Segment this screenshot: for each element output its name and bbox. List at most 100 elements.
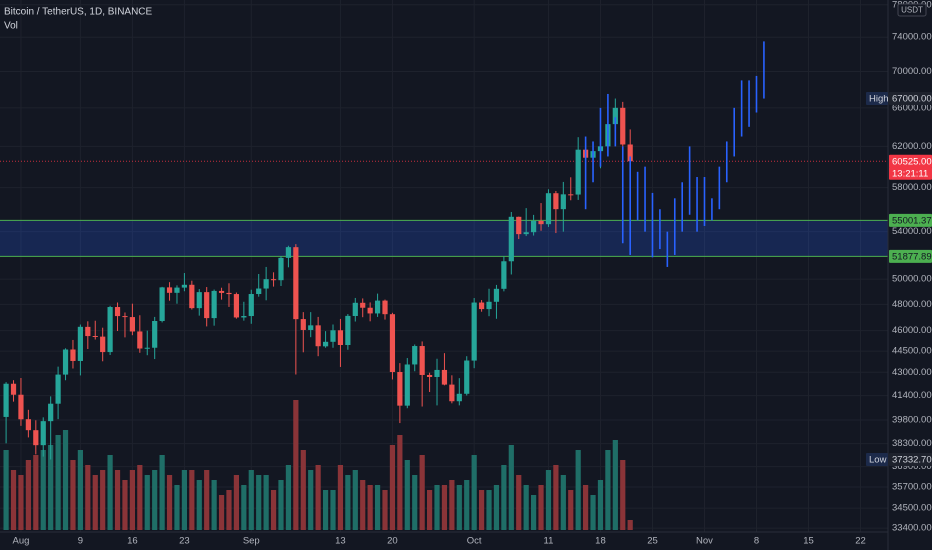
volume-bar xyxy=(10,470,17,530)
x-tick-label: 20 xyxy=(387,536,398,547)
candle-body xyxy=(449,384,455,402)
y-tick-label: 34500.00 xyxy=(892,503,932,514)
candle-body xyxy=(129,317,135,332)
y-tick-label: 41400.00 xyxy=(892,390,932,401)
volume-bar xyxy=(256,475,262,530)
candle-body xyxy=(77,326,83,361)
y-tick-label: 50000.00 xyxy=(892,274,932,285)
volume-bar xyxy=(508,445,514,530)
volume-bar xyxy=(568,490,574,530)
volume-bar xyxy=(270,490,277,530)
candle-body xyxy=(419,346,425,375)
volume-bar xyxy=(226,490,232,530)
x-tick-label: 13 xyxy=(335,536,346,547)
candle-body xyxy=(360,302,366,308)
x-tick-label: 25 xyxy=(647,536,658,547)
candle-body xyxy=(293,247,299,320)
candle-body xyxy=(486,301,492,310)
volume-bar xyxy=(77,450,83,530)
currency-label[interactable]: USDT xyxy=(901,6,923,15)
y-tick-label: 36900.00 xyxy=(892,461,932,472)
volume-bar xyxy=(166,475,173,530)
volume-bar xyxy=(382,490,388,530)
volume-bar xyxy=(196,480,202,530)
volume-bar xyxy=(107,455,113,530)
band-bottom-label-box xyxy=(889,249,932,263)
volume-bar xyxy=(412,475,418,530)
x-tick-label: 8 xyxy=(754,536,759,547)
volume-bar xyxy=(129,470,135,530)
candle-body xyxy=(464,360,470,394)
candle-body xyxy=(300,319,306,330)
high-value-label: 67000.00 xyxy=(892,94,932,105)
candle-body xyxy=(337,330,344,346)
band-layer xyxy=(0,160,888,257)
volume-bar xyxy=(352,470,358,530)
volume-bar xyxy=(152,470,158,530)
candle-body xyxy=(397,372,403,406)
candle-body xyxy=(389,314,396,373)
volume-bar xyxy=(25,460,31,530)
projection-layer xyxy=(584,41,765,267)
candle-body xyxy=(478,302,485,310)
candle-body xyxy=(85,326,91,337)
candle-body xyxy=(545,193,552,225)
x-tick-label: 16 xyxy=(127,536,138,547)
candle-body xyxy=(100,336,106,353)
candle-body xyxy=(493,288,500,302)
band-top-label-box xyxy=(889,213,932,227)
candle-body xyxy=(523,232,529,235)
candle-body xyxy=(218,290,225,293)
candle-body xyxy=(211,290,217,319)
volume-bar xyxy=(360,480,366,530)
volume-bar xyxy=(545,470,552,530)
volume-bar xyxy=(263,475,269,530)
candle-body xyxy=(426,374,433,377)
volume-bar xyxy=(308,470,314,530)
y-tick-label: 74000.00 xyxy=(892,32,932,43)
x-tick-label: 18 xyxy=(595,536,606,547)
volume-bar xyxy=(211,480,217,530)
volume-bar xyxy=(114,470,121,530)
y-tick-label: 33400.00 xyxy=(892,523,932,534)
volume-bar xyxy=(85,465,91,530)
volume-bar xyxy=(278,480,284,530)
candle-body xyxy=(107,307,113,353)
volume-bar xyxy=(493,485,500,530)
volume-bar xyxy=(531,495,537,530)
volume-bar xyxy=(605,450,611,530)
x-tick-label: 11 xyxy=(544,536,554,547)
candle-body xyxy=(404,364,410,406)
volume-bar xyxy=(367,485,373,530)
chart-title: Bitcoin / TetherUS, 1D, BINANCE xyxy=(4,7,153,18)
candle-body xyxy=(196,292,202,309)
candle-body xyxy=(270,279,277,281)
candle-body xyxy=(233,294,240,318)
candle-body xyxy=(33,430,39,446)
volume-bar xyxy=(3,450,9,530)
y-tick-label: 39800.00 xyxy=(892,414,932,425)
candle-body xyxy=(315,325,321,347)
candle-body xyxy=(226,292,232,295)
volume-bar xyxy=(48,445,54,530)
candle-body xyxy=(412,346,418,365)
currency-box[interactable] xyxy=(897,3,927,17)
y-tick-label: 66000.00 xyxy=(892,102,932,113)
candle-body xyxy=(92,335,98,337)
price-label: 60525.00 xyxy=(892,156,932,167)
volume-bar xyxy=(241,485,247,530)
volume-bar xyxy=(337,465,344,530)
volume-bar xyxy=(471,455,477,530)
candle-body xyxy=(352,302,358,316)
candle-body xyxy=(441,369,448,385)
y-tick-label: 44500.00 xyxy=(892,346,932,357)
candle-body xyxy=(174,287,180,293)
volume-bar xyxy=(449,480,455,530)
candle-body xyxy=(25,419,31,431)
volume-bar xyxy=(627,520,633,530)
candle-body xyxy=(568,194,574,196)
axis-layer: 78000.0074000.0070000.0066000.0062000.00… xyxy=(12,0,931,547)
volume-bar xyxy=(315,465,321,530)
